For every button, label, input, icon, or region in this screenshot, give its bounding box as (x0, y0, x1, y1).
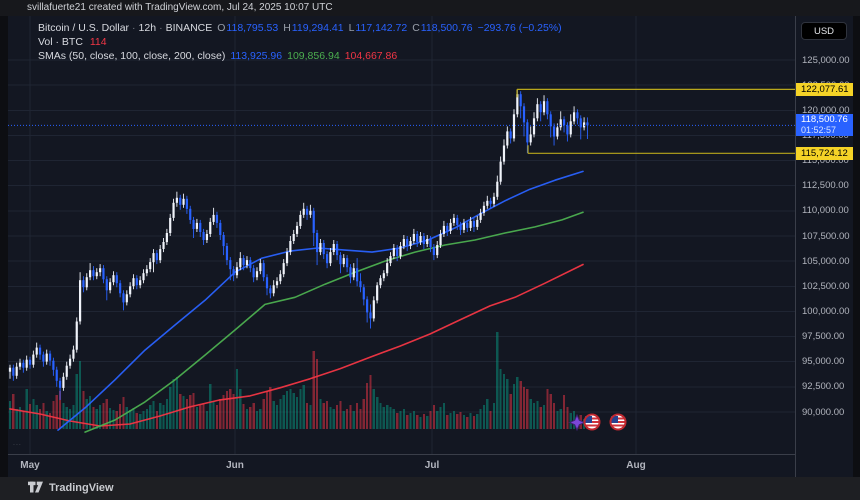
price-tick-label: 107,500.00 (802, 230, 850, 242)
price-tick-label: 102,500.00 (802, 280, 850, 292)
header-credit-bar: svillafuerte21 created with TradingView.… (0, 0, 860, 16)
price-tick-label: 120,000.00 (802, 104, 850, 116)
price-tick-label: 125,000.00 (802, 54, 850, 66)
volume-label: Vol · BTC (38, 36, 83, 48)
sma-label: SMAs (50, close, 100, close, 200, close) (38, 50, 226, 62)
ohlc-key: O (217, 22, 226, 34)
tradingview-brand[interactable]: TradingView (28, 481, 114, 494)
price-tick-label: 115,000.00 (802, 155, 849, 167)
sma-value: 104,667.86 (344, 50, 398, 62)
ohlc-value: 118,795.53 (226, 22, 279, 34)
sma-values: 113,925.96 109,856.94 104,667.86 (225, 50, 397, 62)
ohlc-key: L (348, 22, 355, 34)
change-value: −293.76 (−0.25%) (477, 22, 562, 34)
lower-range-price-label[interactable]: 115,724.12 (796, 146, 853, 160)
sma-100-line (84, 211, 584, 433)
bar-countdown: 01:52:57 (801, 125, 837, 136)
price-tick-label: 92,500.00 (802, 381, 845, 393)
purple-star-event-icon[interactable] (568, 413, 586, 432)
sma-value: 113,925.96 (230, 50, 283, 62)
brand-text: TradingView (49, 481, 114, 494)
time-axis[interactable]: May Jun Jul Aug (8, 454, 795, 478)
candlestick-chart[interactable] (8, 16, 795, 454)
price-tick-label: 97,500.00 (802, 331, 845, 342)
footer-bar: TradingView (0, 477, 860, 500)
upper-range-price-label[interactable]: 122,077.61 (796, 82, 853, 96)
time-axis-label-aug: Aug (626, 460, 646, 471)
price-axis[interactable]: USD 122,077.61 118,500.76 01:52:57 115,7… (795, 16, 853, 477)
time-axis-label-jun: Jun (226, 460, 244, 471)
time-axis-label-jul: Jul (424, 460, 440, 471)
ohlc-value: 118,500.76 (420, 22, 473, 34)
price-tick-label: 95,000.00 (802, 356, 845, 368)
exchange-label: BINANCE (165, 22, 213, 34)
symbol-title[interactable]: Bitcoin / U.S. Dollar (38, 22, 130, 34)
chart-legend: Bitcoin / U.S. Dollar · 12h · BINANCE O118,79… (38, 22, 562, 64)
last-price-label: 118,500.76 01:52:57 (796, 114, 853, 137)
price-tick-label: 90,000.00 (802, 406, 845, 418)
interval-label[interactable]: 12h (138, 22, 157, 34)
sma-200-line (9, 263, 584, 427)
sma-50-line (57, 170, 584, 431)
us-flag-event-icon[interactable] (583, 413, 601, 431)
pane-watermark: ... (13, 440, 22, 447)
ohlc-key: C (412, 22, 420, 34)
legend-volume-row: Vol · BTC 114 (38, 36, 562, 49)
chart-widget: Bitcoin / U.S. Dollar · 12h · BINANCE O118,79… (8, 16, 853, 478)
ohlc-value: 117,142.72 (355, 22, 408, 34)
tradingview-logo-icon (28, 481, 43, 493)
legend-sma-row: SMAs (50, close, 100, close, 200, close)… (38, 50, 562, 63)
price-tick-label: 100,000.00 (802, 305, 850, 317)
legend-symbol-row[interactable]: Bitcoin / U.S. Dollar · 12h · BINANCE O118,79… (38, 22, 562, 34)
price-tick-label: 105,000.00 (802, 255, 850, 267)
time-axis-label-may: May (20, 460, 40, 471)
volume-value: 114 (89, 36, 107, 48)
price-tick-label: 110,000.00 (802, 205, 849, 217)
sma-value: 109,856.94 (287, 50, 340, 62)
ohlc-key: H (283, 22, 291, 34)
last-price-value: 118,500.76 (801, 114, 848, 126)
ohlc-value: 119,294.41 (291, 22, 344, 34)
credit-text: svillafuerte21 created with TradingView.… (27, 2, 333, 13)
us-flag-event-icon[interactable] (609, 413, 627, 431)
price-tick-label: 112,500.00 (802, 180, 849, 192)
ohlc-values: O118,795.53 H119,294.41 L117,142.72 C118,50… (212, 22, 561, 34)
currency-toggle-button[interactable]: USD (801, 22, 847, 40)
